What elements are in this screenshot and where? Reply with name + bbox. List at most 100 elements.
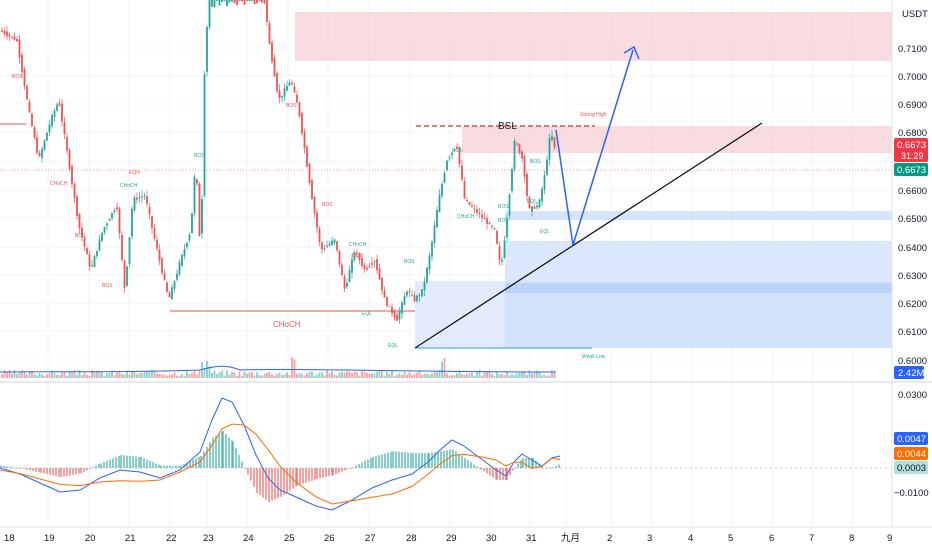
histogram-bar	[225, 434, 227, 468]
time-tick: 4	[688, 533, 693, 544]
volume-bar	[243, 371, 246, 378]
price-axis[interactable]: USDT 0.7100 0.7000 0.6900 0.6800 0.6600 …	[891, 0, 929, 527]
volume-bar	[491, 373, 493, 378]
candle	[51, 113, 53, 129]
candle	[361, 253, 363, 270]
volume-bar	[91, 370, 93, 378]
time-tick: 27	[365, 533, 376, 544]
volume-bar	[418, 370, 421, 378]
histogram-bar	[512, 468, 514, 471]
volume-bar	[78, 370, 81, 378]
small-label: BOS	[12, 74, 23, 80]
projection-arrowhead	[623, 45, 640, 60]
candle	[251, 0, 253, 2]
volume-bar	[248, 372, 251, 378]
candle	[166, 281, 168, 293]
volume-bar	[131, 371, 133, 378]
histogram-bar	[75, 468, 77, 475]
candle	[313, 195, 316, 218]
volume-bar	[96, 370, 98, 378]
weak-low-label: Weak Low	[582, 354, 606, 360]
candle	[203, 71, 206, 198]
histogram-bar	[12, 467, 14, 469]
volume-bar	[36, 375, 38, 378]
histogram-bar	[552, 467, 554, 469]
strong-high-label: Strong High	[580, 112, 607, 118]
histogram-bar	[9, 466, 11, 468]
volume-bar	[1, 374, 3, 378]
histogram-bar	[92, 467, 94, 469]
time-tick: 8	[849, 533, 854, 544]
small-label: EQL	[527, 199, 537, 205]
histogram-bar	[271, 468, 273, 501]
histogram-bar	[316, 468, 318, 480]
small-label: BOS	[322, 202, 333, 208]
candle	[91, 259, 93, 268]
histogram-bar	[509, 468, 511, 476]
volume-bar	[543, 374, 546, 378]
candle	[353, 250, 356, 263]
candle	[103, 226, 106, 235]
volume-bar	[226, 370, 228, 378]
histogram-bar	[140, 456, 142, 468]
volume-bar	[298, 372, 301, 378]
histogram-bar	[470, 462, 472, 468]
price-tick: 0.6200	[898, 299, 927, 310]
volume-bar	[253, 375, 256, 378]
histogram-bar	[361, 462, 363, 468]
candle	[246, 0, 248, 1]
candle	[243, 0, 246, 5]
time-axis[interactable]: 18 19 20 21 22 23 24 25 26 27 28 29 30 3…	[0, 526, 932, 544]
histogram-bar	[247, 468, 249, 475]
volume-bar	[6, 372, 8, 378]
histogram-bar	[322, 468, 324, 478]
histogram-bar	[541, 466, 543, 468]
candle	[53, 108, 56, 122]
candle	[163, 269, 166, 281]
volume-bar	[26, 374, 28, 378]
volume-bar	[528, 370, 531, 378]
volume-bar	[28, 370, 31, 378]
histogram-bar	[314, 468, 316, 480]
volume-bar	[408, 372, 411, 378]
histogram-bar	[40, 468, 42, 473]
volume-bar	[156, 373, 158, 378]
prev-close-tag: 0.6673	[897, 165, 926, 176]
histogram-bar	[367, 459, 369, 468]
price-tag-bg	[894, 138, 928, 162]
volume-bar	[278, 372, 281, 378]
volume-bar	[391, 370, 393, 378]
histogram-bar	[296, 468, 298, 486]
candle	[18, 34, 21, 64]
volume-bar	[478, 370, 481, 378]
time-tick: 6	[769, 533, 774, 544]
small-label: CHoCH	[120, 183, 138, 189]
histogram-bar	[548, 467, 550, 469]
candle	[221, 0, 223, 2]
histogram-bar	[235, 448, 237, 468]
volume-bar	[246, 373, 248, 378]
histogram-bar	[517, 463, 519, 468]
histogram-bar	[200, 456, 202, 468]
candle	[23, 66, 26, 90]
histogram-bar	[238, 454, 240, 468]
candle	[383, 286, 386, 298]
volume-bar	[513, 374, 516, 378]
candle	[398, 307, 401, 324]
small-label: BOS	[404, 259, 415, 265]
volume-bar	[346, 371, 348, 378]
time-tick: 23	[203, 533, 214, 544]
histogram-bar	[232, 441, 234, 468]
histogram-bar	[29, 468, 31, 471]
candle	[468, 201, 471, 206]
time-tick: 3	[647, 533, 652, 544]
histogram-bar	[452, 449, 454, 468]
candle	[153, 223, 156, 242]
histogram-bar	[395, 451, 397, 468]
volume-bar	[501, 373, 503, 378]
histogram-bar	[489, 468, 491, 476]
candle	[338, 250, 341, 268]
volume-bar	[468, 373, 471, 378]
volume-bar	[166, 375, 168, 378]
